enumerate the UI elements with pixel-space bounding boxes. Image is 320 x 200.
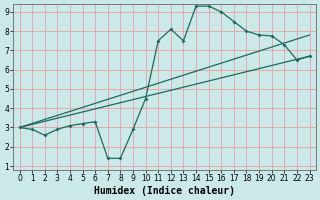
X-axis label: Humidex (Indice chaleur): Humidex (Indice chaleur) bbox=[94, 186, 235, 196]
